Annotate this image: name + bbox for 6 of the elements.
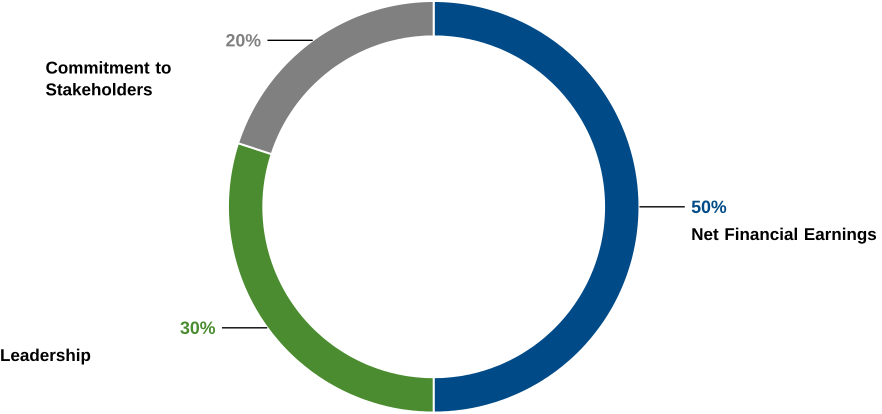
data-label: 20%	[226, 34, 261, 47]
data-label: 50%	[692, 200, 726, 214]
slice-label: Commitment to Stakeholders	[46, 61, 171, 96]
slice-label: Leadership	[1, 348, 90, 365]
data-label: 30%	[180, 322, 216, 334]
slice-label: Net Financial Earnings	[692, 228, 876, 244]
